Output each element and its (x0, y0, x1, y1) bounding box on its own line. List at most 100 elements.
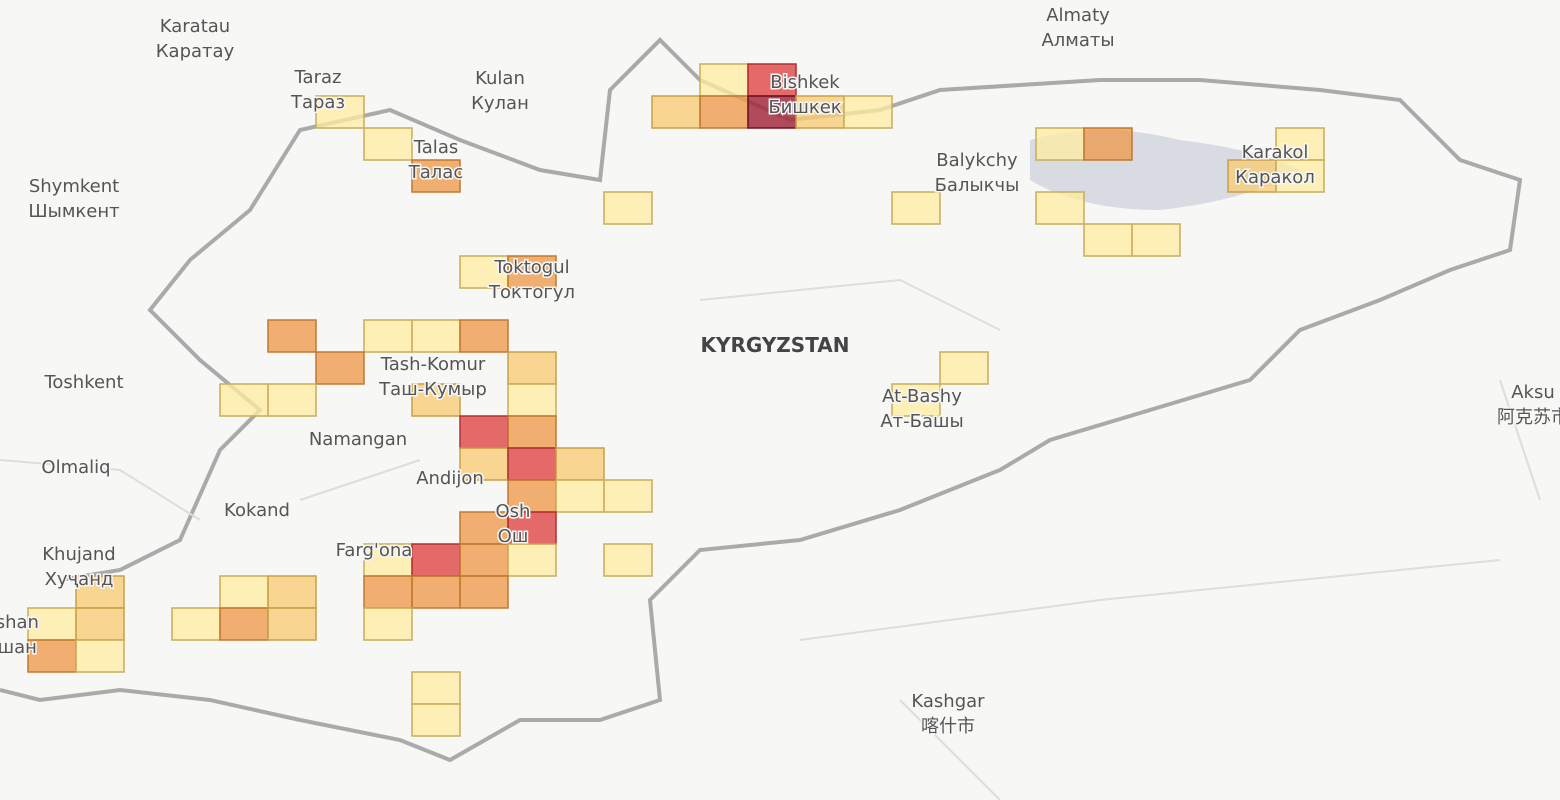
grid-cell (747, 95, 797, 129)
place-name: At-Bashy (882, 386, 962, 407)
place-name-local: Каратау (156, 41, 235, 62)
grid-cell (507, 447, 557, 481)
place-name-local: вшан (0, 637, 37, 658)
place-name: Khujand (42, 544, 116, 565)
place-name-local: Тараз (290, 92, 345, 113)
place-name-local: Алматы (1041, 30, 1114, 51)
place-name: Andijon (416, 468, 484, 489)
grid-cell (75, 607, 125, 641)
place-name-local: Токтогул (488, 282, 575, 303)
grid-cell (219, 607, 269, 641)
grid-cell (891, 191, 941, 225)
grid-cell (411, 159, 461, 193)
grid-cell (1083, 127, 1133, 161)
grid-cell (459, 447, 509, 481)
place-name: Taraz (294, 67, 342, 88)
grid-cell (219, 383, 269, 417)
border (0, 37, 1523, 763)
place-name: Almaty (1046, 5, 1110, 26)
grid-cell (939, 351, 989, 385)
place-name-local: Таш-Кумыр (378, 379, 487, 400)
grid-cell (171, 607, 221, 641)
place-name-local: Хуҷанд (45, 569, 114, 590)
place-name: Aksu (1511, 382, 1555, 403)
place-name: Balykchy (936, 150, 1018, 171)
grid-cell (267, 607, 317, 641)
grid-cell (1275, 127, 1325, 161)
grid-cell (507, 383, 557, 417)
grid-cell (699, 95, 749, 129)
place-name: Farg'ona (336, 540, 413, 561)
grid-cell (363, 607, 413, 641)
place-name-local: Бишкек (768, 97, 841, 118)
grid-cell (1035, 191, 1085, 225)
place-name: Karakol (1242, 142, 1309, 163)
grid-cell (267, 319, 317, 353)
grid-cell (411, 319, 461, 353)
grid-cell (555, 479, 605, 513)
grid-cell (507, 415, 557, 449)
grid-cell (219, 575, 269, 609)
place-name: Talas (413, 137, 458, 158)
labels: KYRGYZSTAN Karatau Каратау Almaty Алматы Tar… (0, 4, 1560, 739)
grid-cell (267, 575, 317, 609)
place-name: Karatau (160, 16, 230, 37)
place-name-local: 喀什市 (921, 716, 975, 737)
grid-cell (843, 95, 893, 129)
place-name-local: Ат-Башы (880, 411, 963, 432)
grid-cells (27, 63, 1325, 737)
grid-cell (75, 639, 125, 673)
grid-cell (27, 607, 77, 641)
grid-cell (459, 415, 509, 449)
grid-cell (363, 575, 413, 609)
place-name: Osh (496, 501, 531, 522)
place-name-local: Каракол (1235, 167, 1315, 188)
road (0, 278, 1541, 800)
grid-cell (75, 575, 125, 609)
grid-cell (459, 319, 509, 353)
place-name-local: Шымкент (28, 201, 119, 222)
grid-cell (891, 383, 941, 417)
place-name-local: Ош (498, 526, 529, 547)
grid-cell (795, 95, 845, 129)
place-name: Shymkent (29, 176, 119, 197)
grid-cell (507, 255, 557, 289)
place-name: yshan (0, 612, 39, 633)
place-name: Kashgar (911, 691, 985, 712)
place-name: Namangan (309, 429, 407, 450)
place-name-local: Кулан (471, 93, 529, 114)
grid-cell (315, 95, 365, 129)
grid-cell (747, 63, 797, 97)
place-name: Kulan (475, 68, 525, 89)
grid-cell (363, 319, 413, 353)
place-name: Olmaliq (41, 457, 110, 478)
grid-cell (363, 127, 413, 161)
grid-cell (1275, 159, 1325, 193)
grid-cell (699, 63, 749, 97)
grid-cell (459, 575, 509, 609)
place-name: Toshkent (43, 372, 123, 393)
place-name: Toktogul (493, 257, 569, 278)
country-label: KYRGYZSTAN (700, 333, 849, 357)
grid-cell (1227, 159, 1277, 193)
grid-cell (651, 95, 701, 129)
grid-cell (27, 639, 77, 673)
grid-cell (507, 351, 557, 385)
grid-cell (411, 575, 461, 609)
grid-cell (459, 543, 509, 577)
grid-cell (267, 383, 317, 417)
place-name-local: 阿克苏市 (1497, 407, 1560, 428)
grid-cell (411, 703, 461, 737)
grid-cell (603, 191, 653, 225)
place-name: Bishkek (770, 72, 840, 93)
grid-cell (411, 543, 461, 577)
grid-cell (555, 447, 605, 481)
place-name: Tash-Komur (380, 354, 486, 375)
place-name: Kokand (224, 500, 290, 521)
grid-cell (1035, 127, 1085, 161)
grid-cell (411, 383, 461, 417)
grid-cell (1083, 223, 1133, 257)
grid-cell (411, 671, 461, 705)
